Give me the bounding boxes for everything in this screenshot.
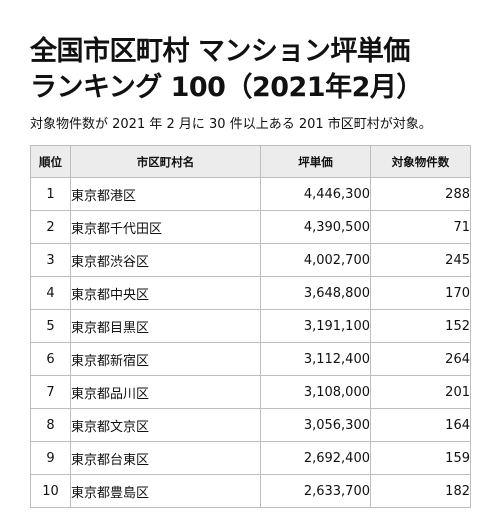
header-count: 対象物件数	[370, 145, 471, 178]
city-cell: 東京都中央区	[70, 276, 261, 310]
count-cell: 170	[370, 276, 471, 310]
table-body: 1 東京都港区 4,446,300 288 2 東京都千代田区 4,390,500 71 3 東京…	[30, 177, 471, 508]
price-cell: 2,633,700	[260, 474, 371, 508]
city-cell: 東京都文京区	[70, 408, 261, 442]
city-cell: 東京都目黒区	[70, 309, 261, 343]
count-cell: 182	[370, 474, 471, 508]
rank-cell: 1	[30, 177, 71, 211]
count-cell: 264	[370, 342, 471, 376]
rank-cell: 5	[30, 309, 71, 343]
table-row: 2 東京都千代田区 4,390,500 71	[30, 210, 471, 244]
title-line-2: ランキング 100（2021年2月）	[30, 72, 423, 103]
table-row: 4 東京都中央区 3,648,800 170	[30, 276, 471, 310]
count-cell: 201	[370, 375, 471, 409]
count-cell: 159	[370, 441, 471, 475]
city-cell: 東京都豊島区	[70, 474, 261, 508]
rank-cell: 8	[30, 408, 71, 442]
price-cell: 4,390,500	[260, 210, 371, 244]
rank-cell: 9	[30, 441, 71, 475]
page-title: 全国市区町村 マンション坪単価 ランキング 100（2021年2月）	[30, 34, 480, 106]
price-cell: 4,002,700	[260, 243, 371, 277]
count-cell: 164	[370, 408, 471, 442]
title-line-1: 全国市区町村 マンション坪単価	[30, 36, 410, 67]
rank-cell: 2	[30, 210, 71, 244]
count-cell: 71	[370, 210, 471, 244]
table-row: 3 東京都渋谷区 4,002,700 245	[30, 243, 471, 277]
city-cell: 東京都品川区	[70, 375, 261, 409]
table-row: 6 東京都新宿区 3,112,400 264	[30, 342, 471, 376]
price-cell: 2,692,400	[260, 441, 371, 475]
rank-cell: 4	[30, 276, 71, 310]
city-cell: 東京都渋谷区	[70, 243, 261, 277]
rank-cell: 3	[30, 243, 71, 277]
price-cell: 3,056,300	[260, 408, 371, 442]
table-row: 1 東京都港区 4,446,300 288	[30, 177, 471, 211]
table-row: 7 東京都品川区 3,108,000 201	[30, 375, 471, 409]
city-cell: 東京都港区	[70, 177, 261, 211]
table-row: 10 東京都豊島区 2,633,700 182	[30, 474, 471, 508]
page-subtitle: 対象物件数が 2021 年 2 月に 30 件以上ある 201 市区町村が対象。	[30, 117, 432, 132]
count-cell: 152	[370, 309, 471, 343]
price-cell: 3,108,000	[260, 375, 371, 409]
count-cell: 288	[370, 177, 471, 211]
header-price: 坪単価	[260, 145, 371, 178]
price-cell: 3,648,800	[260, 276, 371, 310]
header-city: 市区町村名	[70, 145, 261, 178]
header-rank: 順位	[30, 145, 71, 178]
table-row: 5 東京都目黒区 3,191,100 152	[30, 309, 471, 343]
rank-cell: 6	[30, 342, 71, 376]
rank-cell: 7	[30, 375, 71, 409]
price-cell: 4,446,300	[260, 177, 371, 211]
count-cell: 245	[370, 243, 471, 277]
city-cell: 東京都台東区	[70, 441, 261, 475]
price-cell: 3,191,100	[260, 309, 371, 343]
rank-cell: 10	[30, 474, 71, 508]
table-row: 8 東京都文京区 3,056,300 164	[30, 408, 471, 442]
ranking-table: 順位 市区町村名 坪単価 対象物件数 1 東京都港区 4,446,300 288 2 東京…	[30, 145, 471, 508]
price-cell: 3,112,400	[260, 342, 371, 376]
city-cell: 東京都新宿区	[70, 342, 261, 376]
table-header-row: 順位 市区町村名 坪単価 対象物件数	[30, 145, 471, 178]
city-cell: 東京都千代田区	[70, 210, 261, 244]
table-row: 9 東京都台東区 2,692,400 159	[30, 441, 471, 475]
